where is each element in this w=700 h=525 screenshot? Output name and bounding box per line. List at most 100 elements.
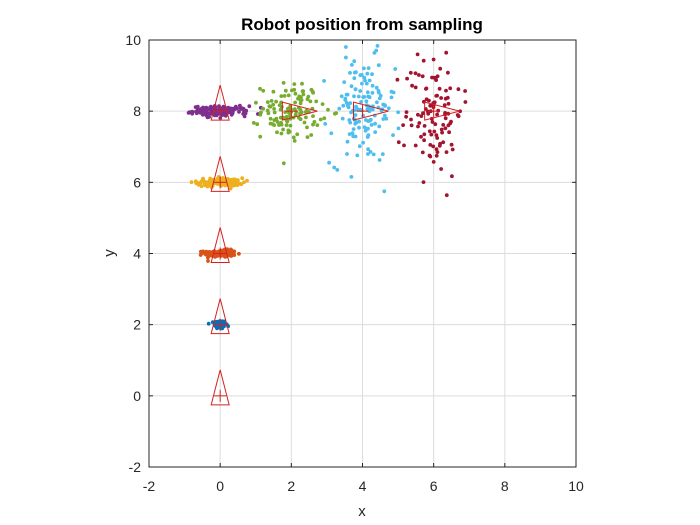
sample-point (223, 255, 228, 259)
sample-point (203, 183, 208, 188)
sample-point (434, 94, 439, 98)
sample-point (228, 186, 233, 191)
y-tick-label: 2 (133, 317, 141, 333)
sample-point (353, 87, 358, 92)
sample-point (363, 128, 368, 133)
sample-point (299, 110, 304, 115)
y-tick-label: 8 (133, 103, 141, 119)
sample-point (448, 86, 453, 91)
sample-point (352, 76, 357, 81)
sample-point (371, 152, 376, 157)
sample-point (355, 153, 360, 158)
sample-point (254, 100, 258, 105)
sample-point (409, 123, 414, 128)
y-tick-label: 4 (133, 246, 141, 262)
sample-point (416, 112, 420, 117)
sample-point (291, 135, 296, 140)
sample-point (360, 108, 364, 113)
sample-point (322, 116, 327, 121)
sample-point (365, 107, 370, 111)
sample-point (419, 114, 424, 118)
sample-point (435, 112, 439, 117)
sample-point (413, 85, 418, 90)
sample-point (402, 143, 406, 148)
sample-point (348, 71, 352, 75)
sample-point (367, 94, 372, 99)
sample-point (203, 252, 208, 257)
sample-point (434, 147, 439, 152)
robot-triangle (353, 101, 389, 121)
sample-point (329, 131, 334, 136)
robot-triangle (210, 156, 230, 192)
sample-point (434, 153, 439, 158)
robot-triangle (424, 101, 460, 121)
sample-point (413, 71, 418, 76)
sample-point (393, 67, 398, 71)
robot-pose-markers (210, 85, 460, 406)
sample-point (206, 255, 210, 260)
sample-point (335, 168, 340, 172)
sample-point (375, 44, 380, 48)
sample-point (261, 106, 265, 111)
sample-point (405, 76, 409, 81)
sample-point (193, 105, 198, 109)
robot-marker-5 (210, 85, 230, 121)
sample-point (381, 117, 386, 121)
particle-samples (186, 44, 468, 331)
sample-point (365, 90, 370, 95)
sample-point (421, 180, 426, 185)
sample-point (357, 125, 361, 130)
sample-point (345, 152, 349, 156)
x-tick-label: 10 (568, 478, 584, 494)
sample-point (433, 75, 438, 80)
sample-point (258, 86, 262, 91)
sample-point (293, 100, 297, 105)
robot-marker-8 (424, 101, 460, 121)
x-tick-label: 2 (287, 478, 295, 494)
sample-point (404, 110, 409, 114)
sample-point (349, 84, 354, 89)
sample-point (413, 143, 418, 148)
sample-point (443, 126, 448, 131)
y-tick-label: 6 (133, 174, 141, 190)
sample-point (420, 150, 425, 155)
sample-point (326, 107, 330, 112)
sample-point (272, 110, 277, 115)
sample-point (220, 112, 225, 117)
sample-point (420, 74, 425, 79)
sample-point (437, 143, 442, 148)
sample-point (327, 160, 331, 165)
robot-marker-1 (210, 369, 230, 406)
sample-point (286, 106, 291, 111)
sample-point (377, 124, 382, 129)
sample-point (235, 180, 239, 184)
sample-point (198, 253, 203, 257)
sample-point (370, 72, 374, 77)
sample-point (344, 45, 348, 49)
sample-point (208, 181, 213, 186)
sample-point (222, 107, 226, 112)
sample-point (430, 75, 434, 80)
sample-point (450, 147, 455, 152)
sample-point (343, 98, 348, 102)
sample-point (340, 116, 345, 121)
sample-point (208, 108, 213, 112)
sample-point (199, 184, 204, 189)
sample-point (395, 77, 400, 82)
sample-point (383, 104, 387, 108)
sample-point (268, 116, 273, 121)
sample-point (444, 88, 448, 93)
sample-point (444, 193, 449, 198)
sample-point (292, 139, 297, 143)
sample-point (369, 123, 374, 127)
sample-point (203, 110, 208, 114)
sample-point (410, 83, 414, 88)
sample-point (251, 121, 256, 125)
sample-point (258, 134, 263, 139)
sample-point (389, 95, 394, 100)
sample-point (438, 66, 443, 71)
sample-point (442, 103, 447, 108)
sample-point (226, 177, 230, 182)
sample-point (255, 122, 260, 127)
sample-point (298, 101, 303, 106)
